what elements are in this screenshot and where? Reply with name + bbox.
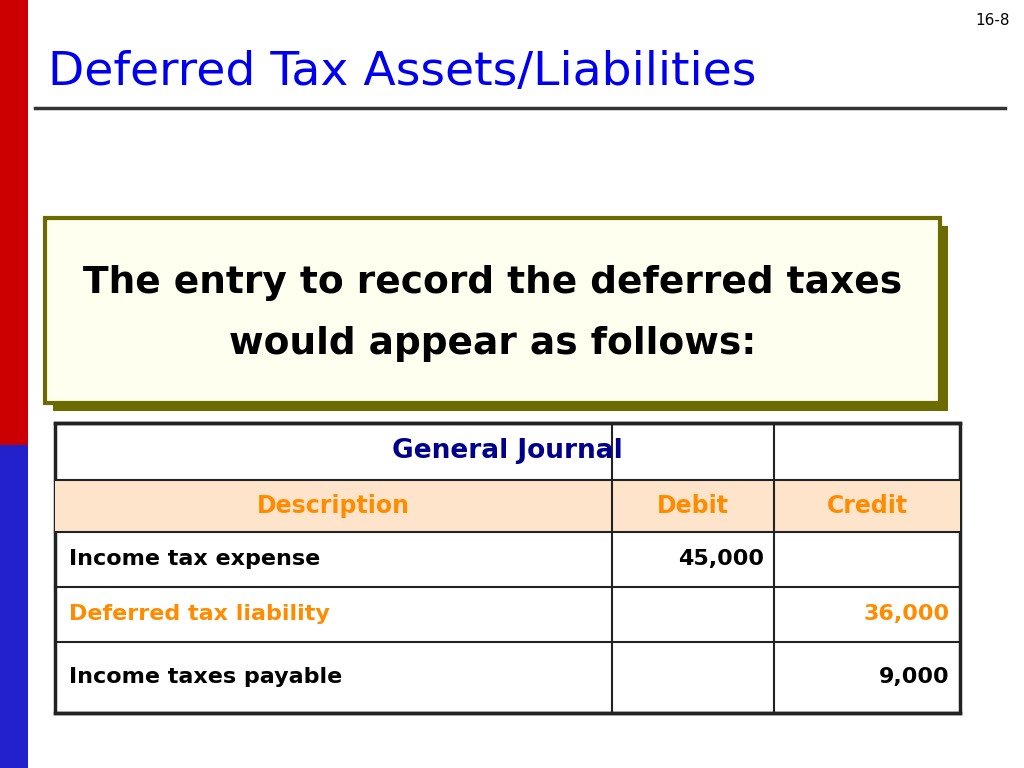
Text: Credit: Credit (826, 494, 908, 518)
Text: 9,000: 9,000 (880, 667, 950, 687)
Text: Deferred tax liability: Deferred tax liability (69, 604, 330, 624)
Text: Income tax expense: Income tax expense (69, 549, 321, 569)
Text: 36,000: 36,000 (864, 604, 950, 624)
Bar (0, 0, 28, 445)
Bar (55, 423, 961, 713)
Bar (53, 226, 948, 411)
Text: 16-8: 16-8 (976, 13, 1010, 28)
Text: Income taxes payable: Income taxes payable (69, 667, 342, 687)
Text: Description: Description (257, 494, 410, 518)
Text: 45,000: 45,000 (679, 549, 765, 569)
Text: Deferred Tax Assets/Liabilities: Deferred Tax Assets/Liabilities (48, 50, 757, 95)
Bar (45, 218, 940, 403)
Text: The entry to record the deferred taxes: The entry to record the deferred taxes (83, 265, 902, 301)
Text: would appear as follows:: would appear as follows: (228, 326, 756, 362)
Bar (0, 445, 28, 768)
Bar (55, 479, 961, 531)
Text: Debit: Debit (657, 494, 729, 518)
Text: General Journal: General Journal (392, 439, 623, 465)
